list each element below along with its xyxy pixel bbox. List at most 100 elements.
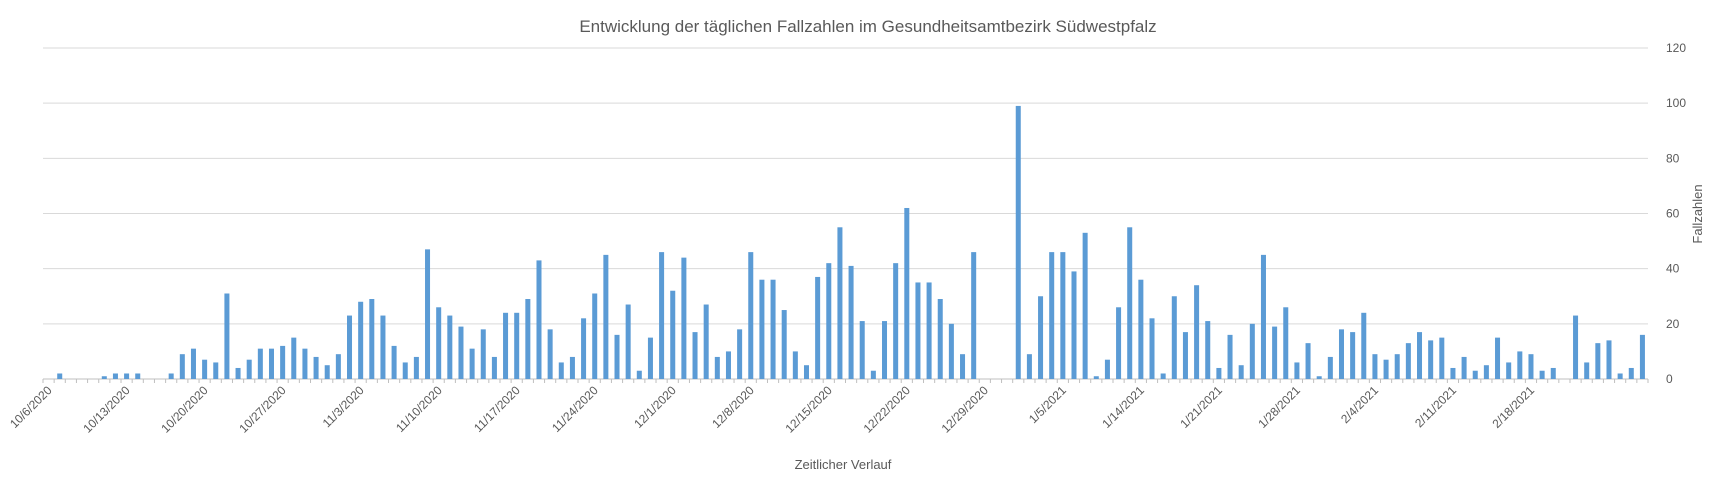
gridlines <box>43 47 1648 325</box>
bar <box>926 282 932 379</box>
y-tick-label: 100 <box>1666 96 1686 110</box>
bar <box>815 276 821 379</box>
bar <box>1171 296 1177 379</box>
bar <box>480 329 486 379</box>
bar <box>960 354 966 379</box>
bar <box>1517 351 1523 379</box>
bar <box>1372 354 1378 379</box>
x-tick-label: 10/20/2020 <box>158 383 211 436</box>
bar <box>1104 359 1110 379</box>
bar <box>425 249 431 379</box>
bar <box>1238 365 1244 379</box>
bar <box>1483 365 1489 379</box>
bar <box>1060 252 1066 379</box>
bar <box>870 370 876 379</box>
bar <box>235 367 241 379</box>
bar <box>280 345 286 379</box>
axes <box>42 378 1649 383</box>
x-tick-label: 1/5/2021 <box>1026 383 1069 426</box>
y-tick-label: 80 <box>1666 151 1680 165</box>
bar <box>781 310 787 379</box>
bar <box>536 260 542 379</box>
x-tick-label: 10/27/2020 <box>236 383 289 436</box>
bar <box>213 362 219 379</box>
bar <box>837 227 843 379</box>
bar <box>491 356 497 379</box>
bar <box>1617 373 1623 379</box>
x-tick-label: 11/10/2020 <box>393 383 445 435</box>
bar <box>1550 367 1556 379</box>
bar <box>1506 362 1512 379</box>
bar <box>1249 323 1255 379</box>
bar <box>1082 232 1088 379</box>
bar <box>1405 343 1411 379</box>
bar <box>135 373 141 379</box>
bar <box>636 370 642 379</box>
x-tick-label: 10/13/2020 <box>80 383 133 436</box>
bar <box>347 315 353 379</box>
bar <box>703 304 709 379</box>
bar <box>202 359 208 379</box>
bar <box>603 254 609 379</box>
bar <box>937 299 943 379</box>
bar <box>1472 370 1478 379</box>
bar <box>1450 367 1456 379</box>
bar <box>625 304 631 379</box>
bar <box>547 329 553 379</box>
bar <box>1093 376 1099 379</box>
bar <box>124 373 130 379</box>
bar <box>335 354 341 379</box>
bar <box>1428 340 1434 379</box>
x-tick-label: 12/29/2020 <box>939 383 992 436</box>
x-tick-label: 12/1/2020 <box>631 383 679 431</box>
bar <box>792 351 798 379</box>
bar <box>1383 359 1389 379</box>
bar <box>1283 307 1289 379</box>
bar <box>514 312 520 379</box>
bar <box>436 307 442 379</box>
bar <box>558 362 564 379</box>
chart-title: Entwicklung der täglichen Fallzahlen im … <box>579 17 1156 36</box>
bar <box>1361 312 1367 379</box>
bar <box>291 337 297 379</box>
bar <box>525 299 531 379</box>
bar <box>1260 254 1266 379</box>
y-tick-labels: 0 20 40 60 80 100 120 <box>1666 41 1686 386</box>
bar <box>748 252 754 379</box>
bar <box>257 348 263 379</box>
bar <box>1015 105 1021 380</box>
bar <box>647 337 653 379</box>
y-tick-label: 20 <box>1666 317 1680 331</box>
bar <box>803 365 809 379</box>
bar <box>413 356 419 379</box>
bar <box>1639 334 1645 379</box>
bar <box>1216 367 1222 379</box>
y-tick-label: 120 <box>1666 41 1686 55</box>
bars <box>57 105 1645 380</box>
x-tick-label: 11/17/2020 <box>471 383 523 435</box>
y-axis-label: Fallzahlen <box>1690 184 1705 243</box>
bar <box>859 321 865 379</box>
bar <box>1439 337 1445 379</box>
bar <box>1584 362 1590 379</box>
bar <box>1394 354 1400 379</box>
bar <box>737 329 743 379</box>
bar <box>402 362 408 379</box>
bar <box>714 356 720 379</box>
bar <box>692 332 698 379</box>
bar <box>1461 356 1467 379</box>
bar <box>369 299 375 379</box>
bar <box>1417 332 1423 379</box>
bar <box>1071 271 1077 379</box>
bar <box>826 263 832 379</box>
bar <box>1528 354 1534 379</box>
bar <box>224 293 230 379</box>
bar <box>1495 337 1501 379</box>
bar <box>1026 354 1032 379</box>
bar <box>904 207 910 379</box>
bar <box>503 312 509 379</box>
bar <box>101 376 107 379</box>
bar <box>1272 326 1278 379</box>
